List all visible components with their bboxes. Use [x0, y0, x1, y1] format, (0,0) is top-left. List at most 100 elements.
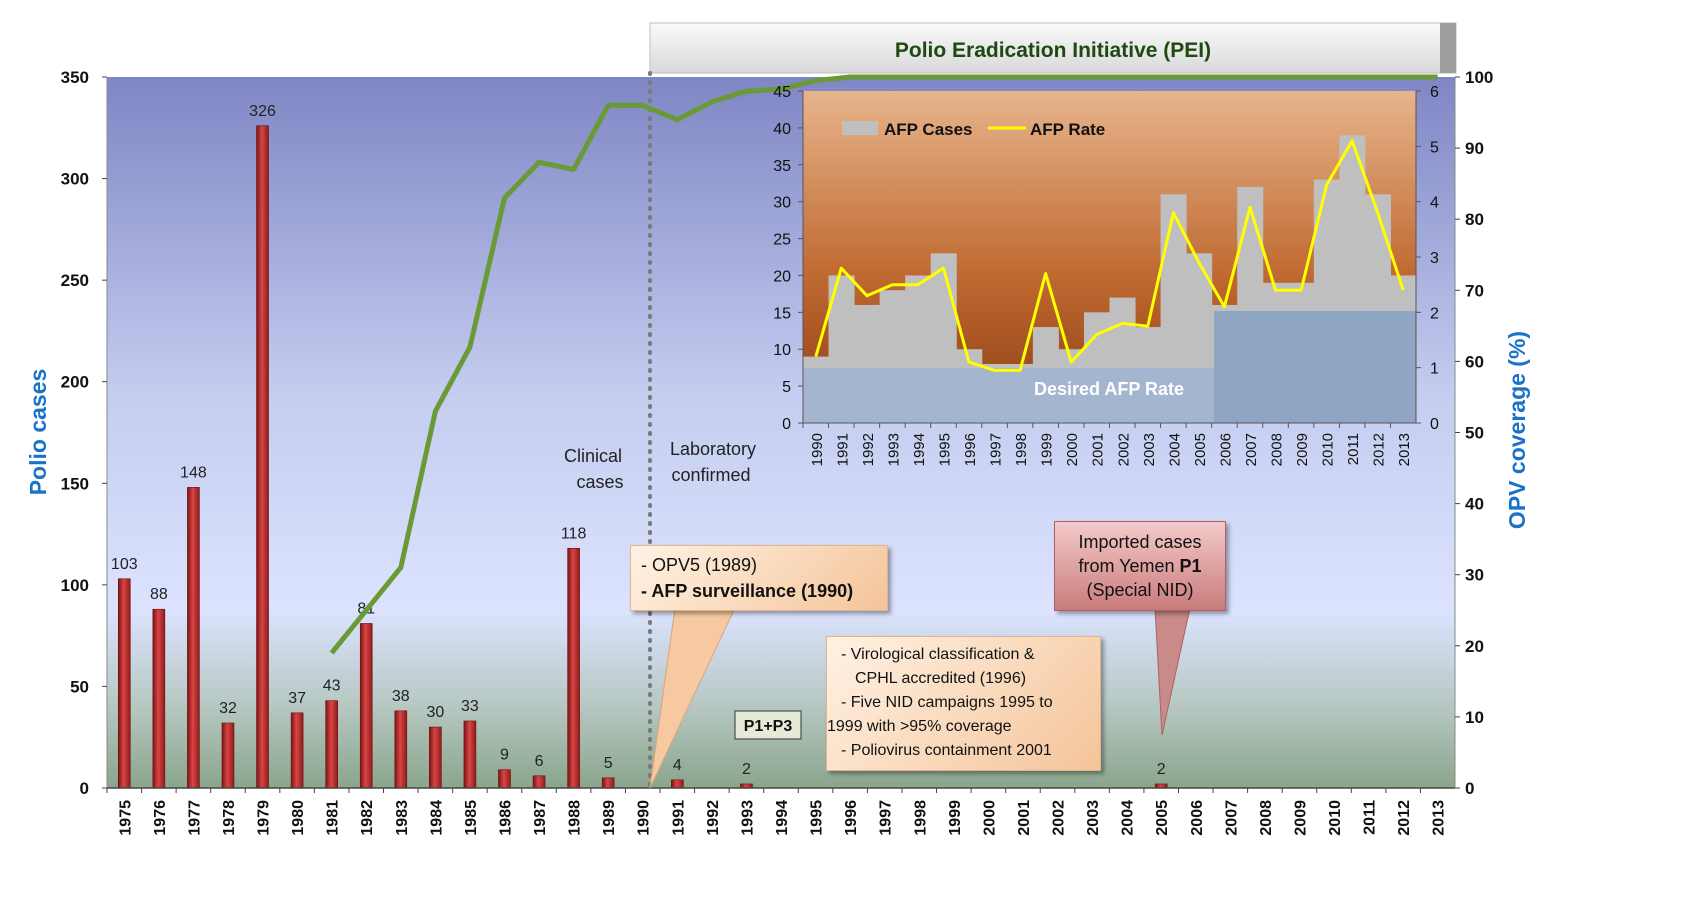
inset-x-tick-1996: 1996 — [962, 433, 979, 466]
x-tick-1982: 1982 — [359, 800, 376, 836]
inset-y2-tick-0: 0 — [1430, 416, 1439, 433]
bar-label-1985: 33 — [461, 698, 479, 715]
bar-1987 — [532, 775, 546, 789]
bar-label-1978: 32 — [219, 700, 237, 717]
y2-tick-80: 80 — [1465, 210, 1484, 229]
inset-x-tick-2011: 2011 — [1345, 433, 1362, 465]
inset-y-tick-5: 5 — [782, 379, 791, 396]
y-tick-350: 350 — [61, 68, 89, 87]
inset-x-tick-2008: 2008 — [1269, 433, 1286, 466]
x-tick-1984: 1984 — [428, 800, 445, 836]
imported-callout-line-2: from Yemen P1 — [1055, 554, 1225, 578]
y-axis-title: Polio cases — [25, 369, 51, 496]
bar-label-1993: 2 — [742, 761, 751, 778]
bar-label-1980: 37 — [288, 690, 306, 707]
p1p3-box: P1+P3 — [734, 710, 802, 740]
opv-coverage-line — [329, 74, 1438, 655]
opv5-callout: - OPV5 (1989) - AFP surveillance (1990) — [630, 545, 888, 611]
viro-callout-line-4: 1999 with >95% coverage — [827, 718, 1012, 735]
bar-label-1984: 30 — [426, 704, 444, 721]
inset-y-tick-35: 35 — [773, 158, 791, 175]
bar-1979 — [256, 125, 269, 789]
y2-tick-10: 10 — [1465, 708, 1484, 727]
bar-label-1989: 5 — [604, 755, 613, 772]
y2-tick-0: 0 — [1465, 779, 1474, 798]
bar-1975 — [117, 578, 131, 789]
inset-legend: AFP Cases AFP Rate — [842, 120, 1105, 139]
y2-tick-100: 100 — [1465, 68, 1493, 87]
y-tick-300: 300 — [61, 170, 89, 189]
bar-label-1979: 326 — [249, 103, 276, 120]
x-tick-1978: 1978 — [221, 800, 238, 836]
inset-x-tick-2001: 2001 — [1090, 433, 1107, 466]
inset-y-tick-30: 30 — [773, 195, 791, 212]
y-tick-150: 150 — [61, 474, 89, 493]
inset-y-tick-10: 10 — [773, 342, 791, 359]
bar-1980 — [290, 712, 304, 789]
x-tick-1995: 1995 — [809, 800, 826, 836]
viro-callout-line-2: CPHL accredited (1996) — [855, 670, 1027, 687]
x-tick-1977: 1977 — [186, 800, 203, 836]
bar-1981 — [325, 700, 338, 789]
x-tick-1980: 1980 — [290, 800, 307, 836]
inset-x-tick-2009: 2009 — [1294, 433, 1311, 466]
lab-confirmed-label-2: confirmed — [671, 465, 750, 485]
x-tick-1976: 1976 — [152, 800, 169, 836]
imported-callout-line-2b: P1 — [1179, 556, 1202, 576]
bar-1977 — [187, 487, 200, 789]
x-tick-1981: 1981 — [325, 800, 342, 836]
y-tick-50: 50 — [70, 677, 89, 696]
x-tick-2004: 2004 — [1120, 800, 1137, 836]
virological-callout: - Virological classification & CPHL accr… — [826, 636, 1101, 771]
pei-banner: Polio Eradication Initiative (PEI) — [649, 22, 1457, 74]
bar-label-1981: 43 — [323, 678, 341, 695]
bar-label-1975: 103 — [111, 556, 138, 573]
y2-tick-60: 60 — [1465, 352, 1484, 371]
bar-1988 — [567, 547, 580, 789]
bar-label-1983: 38 — [392, 688, 410, 705]
inset-y2-tick-1: 1 — [1430, 361, 1439, 378]
inset-y2-tick-4: 4 — [1430, 195, 1439, 212]
inset-x-tick-2003: 2003 — [1141, 433, 1158, 466]
y2-axis-title: OPV coverage (%) — [1504, 331, 1530, 529]
bar-label-1986: 9 — [500, 747, 509, 764]
y2-tick-70: 70 — [1465, 281, 1484, 300]
afp-rate-line — [814, 139, 1405, 372]
inset-y-tick-25: 25 — [773, 232, 791, 249]
x-tick-1998: 1998 — [912, 800, 929, 836]
inset-y-tick-0: 0 — [782, 416, 791, 433]
inset-x-tick-2013: 2013 — [1396, 433, 1413, 466]
x-tick-1999: 1999 — [947, 800, 964, 836]
bar-1984 — [429, 726, 442, 789]
bar-label-1977: 148 — [180, 464, 207, 481]
inset-y-tick-15: 15 — [773, 305, 791, 322]
inset-x-tick-1991: 1991 — [834, 433, 851, 466]
inset-y2-tick-3: 3 — [1430, 250, 1439, 267]
legend-afp-rate-label: AFP Rate — [1030, 120, 1105, 139]
x-tick-2001: 2001 — [1016, 800, 1033, 836]
bar-1989 — [601, 777, 615, 789]
bar-1976 — [152, 608, 166, 789]
inset-x-tick-2010: 2010 — [1320, 433, 1337, 466]
desired-afp-band-2006-2013 — [1214, 311, 1416, 423]
x-tick-2008: 2008 — [1258, 800, 1275, 836]
inset-x-tick-1997: 1997 — [988, 433, 1005, 466]
imported-callout-line-2a: from Yemen — [1078, 556, 1180, 576]
x-tick-1992: 1992 — [705, 800, 722, 836]
x-tick-2006: 2006 — [1189, 800, 1206, 836]
x-tick-1979: 1979 — [256, 800, 273, 836]
x-tick-1997: 1997 — [878, 800, 895, 836]
inset-y-tick-20: 20 — [773, 268, 791, 285]
y-tick-200: 200 — [61, 373, 89, 392]
y-tick-250: 250 — [61, 271, 89, 290]
x-tick-1987: 1987 — [532, 800, 549, 836]
opv5-callout-line-1: - OPV5 (1989) — [641, 555, 758, 575]
inset-x-tick-1995: 1995 — [936, 433, 953, 466]
bar-label-1976: 88 — [150, 586, 168, 603]
x-tick-1993: 1993 — [739, 800, 756, 836]
inset-x-tick-2007: 2007 — [1243, 433, 1260, 466]
bar-label-1988: 118 — [561, 525, 587, 542]
x-tick-2003: 2003 — [1085, 800, 1102, 836]
